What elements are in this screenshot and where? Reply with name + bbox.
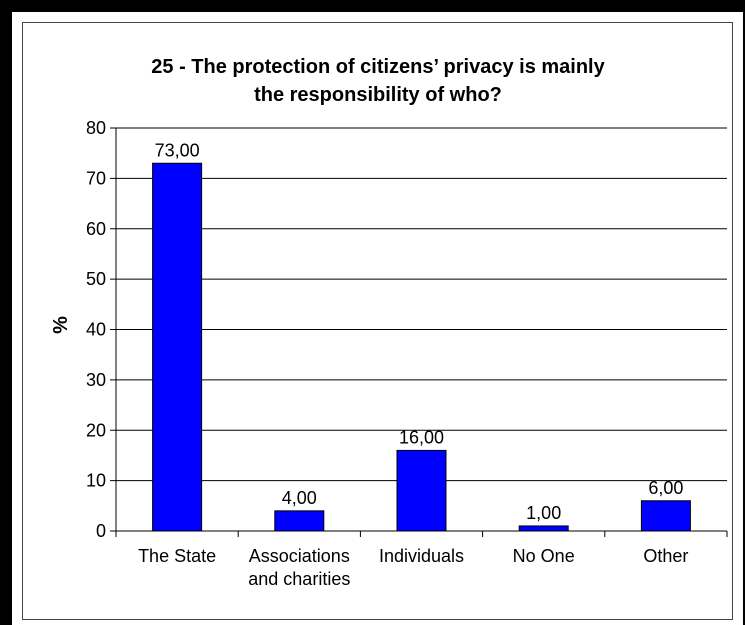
bar [396,449,447,532]
y-tick-label: 40 [86,320,106,340]
y-tick-label: 10 [86,471,106,491]
x-category-label: No One [513,546,575,566]
y-tick-label: 70 [86,168,106,188]
y-tick-label: 80 [86,118,106,138]
data-label: 73,00 [155,140,200,160]
y-tick-label: 30 [86,370,106,390]
chart-area: 25 - The protection of citizens’ privacy… [22,22,733,620]
gridlines [116,127,727,482]
axes [110,127,728,537]
data-label: 16,00 [399,427,444,447]
bar [640,500,691,532]
x-category-label: Associations [249,546,350,566]
data-label: 4,00 [282,488,317,508]
y-tick-label: 60 [86,219,106,239]
chart-title-line-2: the responsibility of who? [254,84,502,106]
x-category-label: and charities [248,569,350,589]
bars [152,162,691,532]
chart-frame: 25 - The protection of citizens’ privacy… [12,12,743,625]
chart-title: 25 - The protection of citizens’ privacy… [151,56,605,106]
data-labels: 73,00 4,00 16,00 1,00 6,00 [155,140,684,523]
y-tick-labels: 0 10 20 30 40 50 60 70 80 [86,118,106,541]
x-category-label: Individuals [379,546,464,566]
y-tick-label: 20 [86,420,106,440]
x-category-labels: The State Associations and charities Indivi… [138,546,688,589]
x-category-label: Other [643,546,688,566]
x-category-label: The State [138,546,216,566]
bar-chart: 25 - The protection of citizens’ privacy… [50,56,728,589]
bar [274,510,325,532]
bar [518,525,569,532]
chart-title-line-1: 25 - The protection of citizens’ privacy… [151,56,605,78]
y-tick-label: 50 [86,269,106,289]
data-label: 1,00 [526,503,561,523]
bar [152,162,203,532]
data-label: 6,00 [648,478,683,498]
y-tick-label: 0 [96,521,106,541]
y-axis-label: % [50,316,72,334]
